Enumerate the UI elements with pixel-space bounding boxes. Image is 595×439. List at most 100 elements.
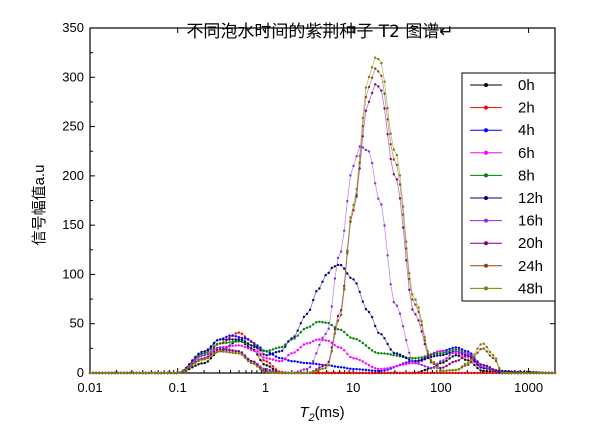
series-point-48h [250,361,253,365]
series-point-2h [442,371,445,375]
series-point-0h [203,361,206,365]
series-point-8h [231,340,234,344]
series-point-48h [243,356,247,359]
series-point-20h [383,107,386,110]
series-point-8h [436,352,439,355]
series-point-16h [308,365,312,369]
series-point-48h [305,371,309,375]
series-point-2h [408,371,411,375]
series-point-16h [374,182,377,185]
series-point-8h [392,353,395,357]
series-point-16h [339,250,343,253]
series-point-12h [395,352,399,355]
series-point-12h [318,287,321,290]
x-axis-label-unit: (ms) [315,404,345,421]
series-point-12h [312,298,315,302]
series-point-48h [284,371,287,375]
series-point-48h [339,313,343,316]
series-point-2h [429,371,433,375]
series-point-12h [442,353,445,357]
series-point-48h [135,371,138,375]
y-tick-label: 0 [77,365,84,380]
series-point-20h [451,360,454,364]
axes: 0 50 100 150 200 250 300 350 0.01 0.1 1 10 100 1000 [62,20,556,395]
legend-label-4h: 4h [518,122,535,139]
series-point-2h [439,371,442,375]
series-point-48h [324,366,327,370]
series-point-8h [423,355,426,358]
series-point-0h [191,366,194,369]
series-point-8h [383,352,386,355]
series-point-4h [454,346,457,349]
series-point-20h [479,363,482,366]
series-point-48h [346,249,349,252]
series-point-2h [445,371,448,375]
series-point-48h [231,351,234,354]
series-point-48h [150,371,154,375]
series-point-0h [246,345,250,348]
series-point-6h [268,357,271,360]
series-point-16h [212,348,216,351]
series-point-8h [451,348,454,352]
series-point-48h [122,371,126,375]
series-point-48h [268,371,271,374]
series-point-8h [445,350,448,354]
series-point-48h [498,366,501,370]
series-point-8h [349,336,352,339]
series-point-20h [488,366,492,369]
series-point-48h [119,371,123,375]
series-point-6h [308,341,312,344]
series-point-8h [380,352,383,355]
series-point-48h [436,365,439,369]
series-point-20h [246,357,250,361]
series-point-48h [318,368,321,371]
series-point-6h [336,345,340,349]
legend-label-20h: 20h [518,235,543,252]
legend-marker-24h [484,263,488,268]
series-point-2h [374,371,377,375]
series-point-48h [470,358,473,361]
series-point-16h [442,359,445,362]
series-point-2h [432,371,436,375]
series-point-24h [370,76,374,79]
series-point-8h [200,352,203,355]
series-point-12h [265,354,268,357]
series-point-48h [234,351,237,355]
series-point-12h [361,300,364,303]
series-point-48h [513,371,516,375]
series-point-48h [129,371,132,375]
series-point-12h [290,337,293,340]
series-point-6h [352,357,355,360]
series-point-24h [352,209,355,212]
series-point-2h [473,371,476,375]
series-point-4h [367,369,371,372]
series-point-24h [395,163,399,167]
series-point-0h [423,368,426,372]
series-point-6h [361,360,364,363]
series-point-6h [383,367,386,370]
series-point-20h [321,364,324,368]
series-point-20h [405,259,408,262]
series-point-6h [405,362,408,366]
series-point-6h [287,353,290,357]
series-point-20h [414,313,417,316]
series-point-6h [439,350,442,353]
series-point-8h [240,340,244,344]
series-point-16h [364,148,368,152]
series-point-12h [408,358,411,361]
series-point-4h [302,361,306,365]
series-point-16h [346,200,349,203]
series-point-48h [352,204,355,207]
series-point-8h [457,348,461,352]
series-point-4h [460,348,464,351]
series-point-4h [457,346,461,350]
series-point-8h [417,356,420,360]
series-point-48h [423,336,426,339]
series-point-8h [432,352,436,356]
series-point-6h [243,345,247,349]
series-point-48h [494,357,498,360]
series-point-12h [383,337,386,340]
series-point-4h [370,369,374,372]
series-point-12h [215,339,219,342]
legend-marker-12h [484,196,488,200]
